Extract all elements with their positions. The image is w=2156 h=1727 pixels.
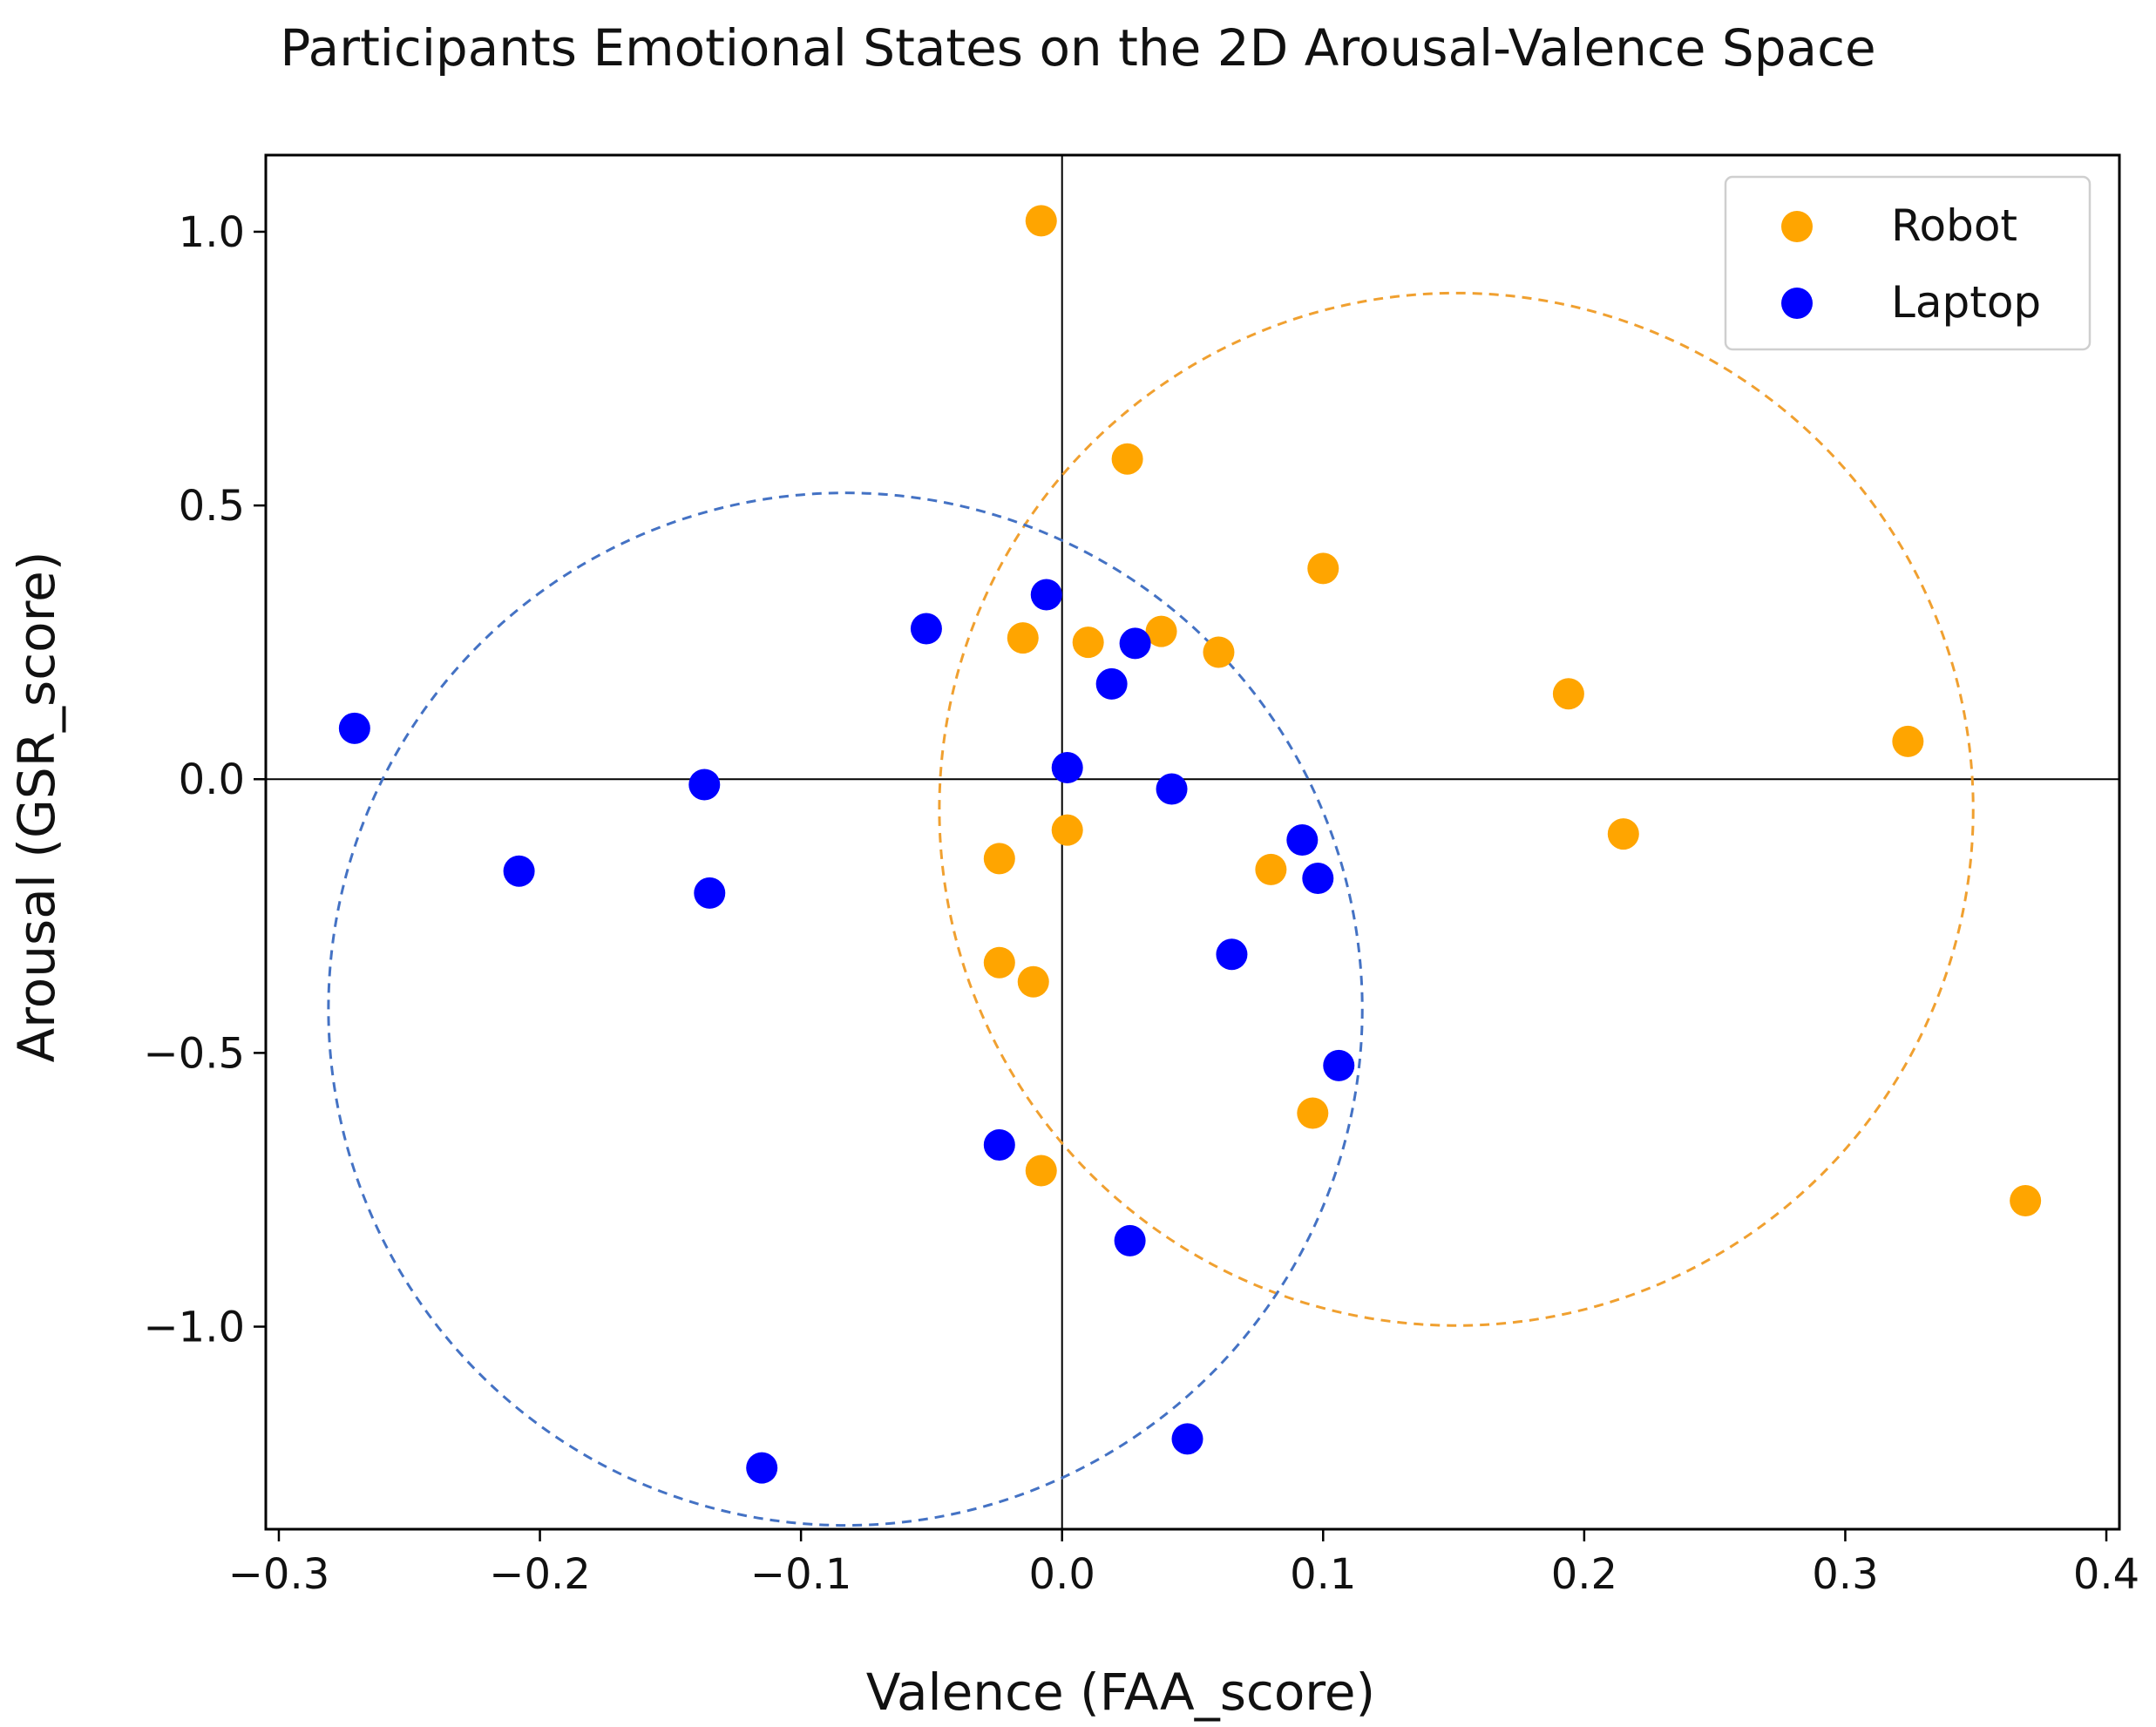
x-tick-label: 0.0 xyxy=(1029,1550,1095,1599)
laptop-point xyxy=(1114,1224,1146,1256)
robot-point xyxy=(1892,725,1924,757)
robot-point xyxy=(1072,626,1104,659)
robot-point xyxy=(1145,615,1177,647)
laptop-point xyxy=(910,613,942,645)
robot-point xyxy=(1307,552,1339,585)
legend-marker-laptop xyxy=(1781,288,1813,319)
x-tick-label: 0.3 xyxy=(1812,1550,1878,1599)
robot-point xyxy=(1607,818,1639,850)
laptop-point xyxy=(338,712,370,744)
robot-point xyxy=(983,946,1015,979)
chart-title: Participants Emotional States on the 2D … xyxy=(280,18,1875,78)
robot-point xyxy=(983,843,1015,875)
plot-area: −0.3 −0.2 −0.1 0.0 0.1 0.2 0.3 0.4 1.0 0.5 0.0 −0.5… xyxy=(143,153,2139,1599)
robot-point xyxy=(1007,622,1039,654)
x-tick-label: 0.4 xyxy=(2073,1550,2139,1599)
robot-point xyxy=(1255,853,1287,885)
robot-point xyxy=(2010,1185,2042,1217)
laptop-point xyxy=(1216,938,1248,971)
robot-point xyxy=(1203,636,1235,668)
robot-point xyxy=(1552,678,1584,710)
laptop-series xyxy=(338,579,1355,1484)
laptop-circle xyxy=(327,491,1364,1527)
x-tick-label: −0.3 xyxy=(228,1550,330,1599)
x-tick-label: 0.1 xyxy=(1290,1550,1356,1599)
legend-marker-robot xyxy=(1781,211,1813,242)
robot-point xyxy=(1025,205,1057,237)
x-axis-label: Valence (FAA_score) xyxy=(866,1663,1375,1722)
laptop-point xyxy=(1302,862,1334,894)
laptop-point xyxy=(1171,1423,1203,1455)
laptop-point xyxy=(1286,823,1319,856)
laptop-point xyxy=(1030,579,1062,611)
x-tick-label: 0.2 xyxy=(1551,1550,1617,1599)
robot-point xyxy=(1111,443,1143,475)
y-tick-label: −1.0 xyxy=(143,1304,245,1352)
robot-circle xyxy=(938,291,1975,1327)
laptop-point xyxy=(694,877,726,909)
laptop-point xyxy=(1051,752,1083,784)
legend-label-laptop: Laptop xyxy=(1891,277,2041,328)
laptop-point xyxy=(503,855,535,887)
plot-frame xyxy=(264,153,2121,1531)
robot-point xyxy=(1051,814,1083,846)
legend-box xyxy=(1724,175,2092,351)
x-tick-label: −0.1 xyxy=(750,1550,852,1599)
robot-point xyxy=(1297,1097,1329,1129)
y-axis-label: Arousal (GSR_score) xyxy=(7,552,66,1063)
laptop-point xyxy=(1119,627,1151,660)
x-tick-label: −0.2 xyxy=(489,1550,591,1599)
dashed-circles xyxy=(327,291,1975,1527)
y-tick-label: 1.0 xyxy=(179,208,245,257)
laptop-point xyxy=(746,1452,778,1484)
legend: Robot Laptop xyxy=(1724,175,2092,351)
laptop-point xyxy=(983,1128,1015,1161)
y-tick-label: 0.5 xyxy=(179,482,245,531)
robot-point xyxy=(1017,965,1049,998)
laptop-point xyxy=(1323,1049,1355,1081)
laptop-point xyxy=(1156,773,1188,805)
laptop-point xyxy=(1095,667,1128,700)
y-tick-label: 0.0 xyxy=(179,755,245,804)
robot-point xyxy=(1025,1155,1057,1187)
laptop-point xyxy=(688,769,721,801)
y-tick-label: −0.5 xyxy=(143,1029,245,1078)
robot-series xyxy=(983,205,2042,1217)
legend-label-robot: Robot xyxy=(1891,200,2017,251)
